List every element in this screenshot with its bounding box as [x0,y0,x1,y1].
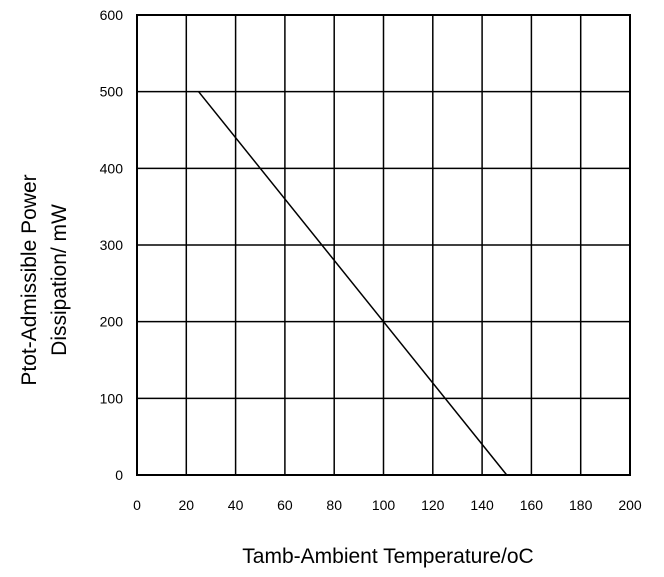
plot-frame [136,14,631,476]
series-line-0 [198,91,508,476]
y-tick-label: 300 [100,237,124,253]
y-axis-title-line-2: Dissipation/ mW [48,204,71,356]
x-tick-label: 60 [277,497,293,513]
x-tick-label: 180 [569,497,593,513]
y-axis-title-line-1: Ptot-Admissible Power [18,174,41,385]
x-tick-labels: 0 20 40 60 80 100 120 140 160 180 200 [133,497,642,513]
y-tick-labels: 0 100 200 300 400 500 600 [100,7,124,483]
y-tick-label: 100 [100,390,124,406]
x-axis-title: Tamb-Ambient Temperature/oC [242,545,533,568]
y-tick-label: 0 [115,467,123,483]
y-tick-label: 600 [100,7,124,23]
x-tick-label: 0 [133,497,141,513]
x-tick-label: 20 [179,497,195,513]
x-tick-label: 160 [520,497,544,513]
x-tick-label: 200 [618,497,642,513]
x-tick-label: 140 [470,497,494,513]
y-tick-label: 500 [100,84,124,100]
y-tick-label: 400 [100,160,124,176]
x-tick-label: 120 [421,497,445,513]
x-tick-label: 40 [228,497,244,513]
x-tick-label: 100 [372,497,396,513]
y-tick-label: 200 [100,314,124,330]
series-layer [198,91,508,476]
x-tick-label: 80 [326,497,342,513]
